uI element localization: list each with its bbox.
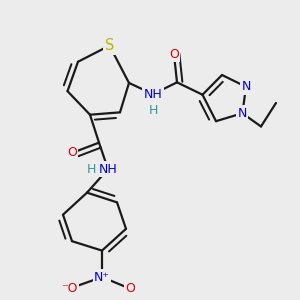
Text: N⁺: N⁺ bbox=[94, 271, 110, 284]
Text: H: H bbox=[87, 163, 96, 176]
Text: O: O bbox=[169, 48, 179, 61]
Text: N: N bbox=[241, 80, 251, 93]
Text: ⁻O: ⁻O bbox=[61, 282, 77, 295]
Text: S: S bbox=[105, 38, 114, 53]
Text: NH: NH bbox=[144, 88, 162, 100]
Text: H: H bbox=[148, 104, 158, 117]
Text: NH: NH bbox=[99, 163, 117, 176]
Text: N: N bbox=[238, 107, 247, 120]
Text: O: O bbox=[67, 146, 77, 159]
Text: O: O bbox=[126, 282, 135, 295]
